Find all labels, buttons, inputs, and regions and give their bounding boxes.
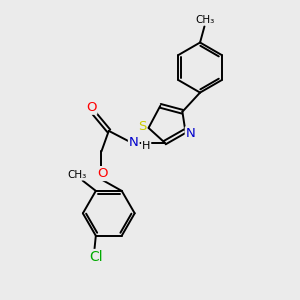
- Text: N: N: [186, 127, 196, 140]
- Text: O: O: [86, 101, 96, 114]
- Text: CH₃: CH₃: [67, 170, 86, 180]
- Text: H: H: [142, 141, 150, 151]
- Text: CH₃: CH₃: [196, 15, 215, 25]
- Text: S: S: [138, 120, 146, 133]
- Text: N: N: [129, 136, 139, 148]
- Text: Cl: Cl: [89, 250, 103, 264]
- Text: O: O: [97, 167, 107, 180]
